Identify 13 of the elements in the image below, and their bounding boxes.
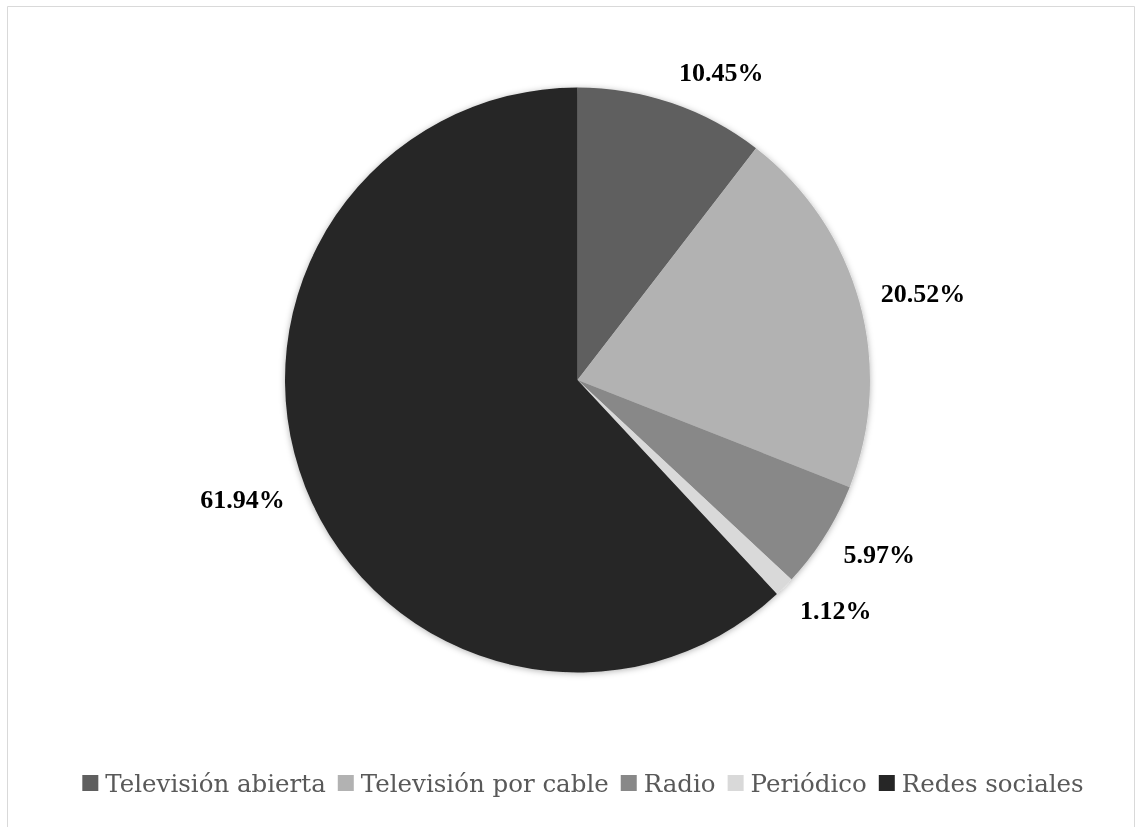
pie-slice (577, 148, 870, 488)
data-label: 20.52% (880, 279, 966, 309)
legend-label: Televisión por cable (360, 768, 609, 798)
data-label: 10.45% (678, 57, 764, 87)
legend-label: Redes sociales (901, 768, 1084, 798)
pie-slice (285, 87, 777, 673)
legend-label: Televisión abierta (105, 768, 326, 798)
legend-label: Periódico (750, 768, 867, 798)
pie-slice (577, 87, 757, 380)
data-label: 1.12% (799, 596, 872, 626)
legend-label: Radio (643, 768, 716, 798)
data-label: 5.97% (843, 539, 916, 569)
data-label: 61.94% (200, 485, 285, 515)
